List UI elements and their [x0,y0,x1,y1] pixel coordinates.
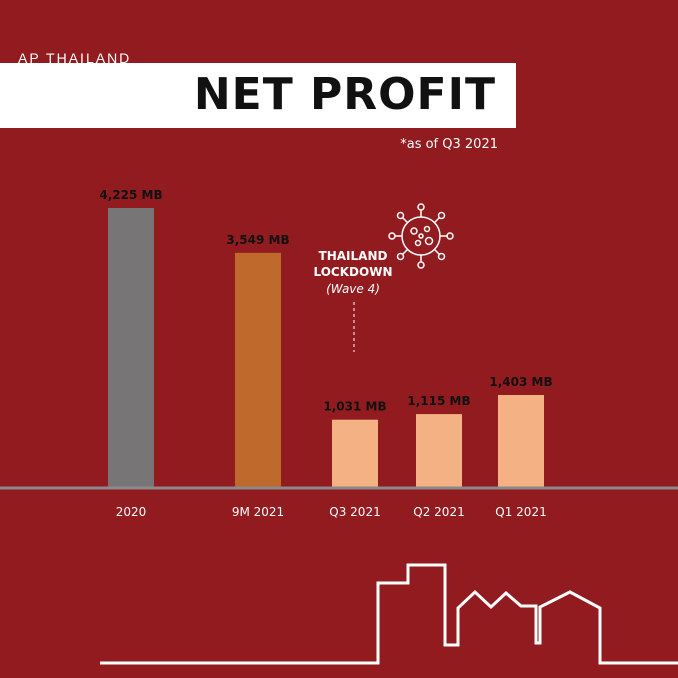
data-label: 1,031 MB [323,400,386,414]
bar-q2-2021 [416,414,462,488]
city-skyline-outline [100,563,678,665]
x-tick-label: 9M 2021 [232,505,284,519]
lockdown-title: THAILAND LOCKDOWN [313,249,393,279]
data-label: 1,115 MB [407,394,470,408]
brand-label: AP THAILAND [18,50,132,66]
virus-icon [388,203,454,269]
data-label: 1,403 MB [489,375,552,389]
bar-q3-2021 [332,419,378,488]
bar-9m-2021 [235,252,281,488]
bar-2020 [108,208,154,488]
lockdown-subtitle: (Wave 4) [326,282,380,296]
data-label: 3,549 MB [226,233,289,247]
page-title: NET PROFIT [193,69,496,120]
x-tick-label: Q3 2021 [329,505,380,519]
as-of-note: *as of Q3 2021 [400,137,498,152]
data-label: 4,225 MB [99,188,162,202]
bar-q1-2021 [498,395,544,488]
x-tick-label: 2020 [116,505,147,519]
x-tick-label: Q1 2021 [495,505,546,519]
x-tick-label: Q2 2021 [413,505,464,519]
title-band: NET PROFIT [0,63,516,128]
